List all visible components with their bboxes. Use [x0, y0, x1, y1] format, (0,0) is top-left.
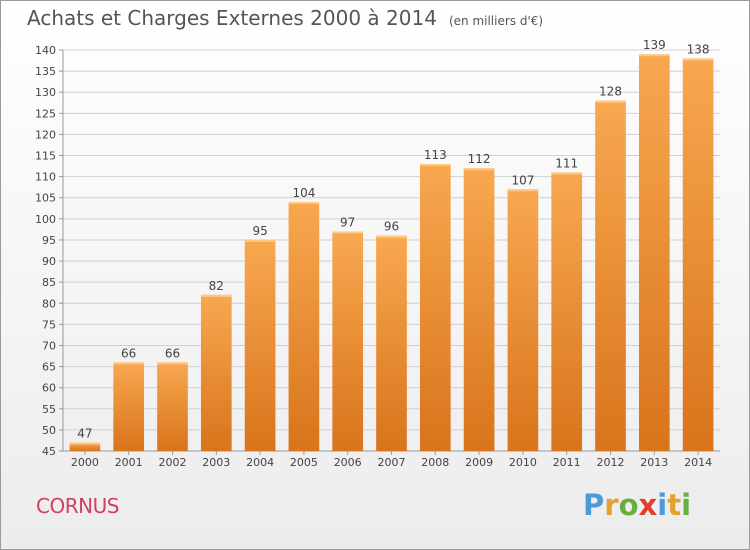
- data-label-2005: 104: [292, 186, 315, 200]
- data-labels: 47 66 66 82 95 104 97 96 113 112 107 111 128 139 138: [77, 38, 709, 440]
- x-tick-label-2009: 2009: [465, 456, 493, 469]
- bar-2004: [244, 239, 276, 451]
- y-tick-label: 135: [35, 65, 56, 78]
- bar-highlight: [113, 362, 145, 365]
- y-tick-label: 50: [42, 424, 56, 437]
- y-tick-label: 90: [42, 255, 56, 268]
- proxiti-logo: Proxiti: [583, 488, 692, 522]
- bars: [69, 54, 714, 452]
- y-tick-labels: 45 50 55 60 65 70 75 80 85 90 95 100 105 110 115 120 125…: [35, 44, 56, 458]
- y-tick-label: 120: [35, 128, 56, 141]
- x-tick-label-2012: 2012: [597, 456, 625, 469]
- chart-title: Achats et Charges Externes 2000 à 2014: [27, 6, 437, 30]
- bar-2007: [376, 235, 407, 451]
- bar-highlight: [463, 168, 495, 171]
- bar-2000: [69, 442, 101, 451]
- bar-highlight: [595, 100, 626, 103]
- data-label-2006: 97: [340, 216, 355, 230]
- data-label-2014: 138: [687, 42, 710, 56]
- commune-name: CORNUS: [36, 494, 119, 518]
- data-label-2010: 107: [511, 173, 534, 187]
- data-label-2002: 66: [165, 346, 180, 360]
- bar-highlight: [682, 58, 714, 61]
- x-tick-label-2001: 2001: [115, 456, 143, 469]
- x-tick-label-2006: 2006: [334, 456, 362, 469]
- x-tick-label-2003: 2003: [202, 456, 230, 469]
- y-tick-label: 130: [35, 86, 56, 99]
- y-tick-label: 45: [42, 445, 56, 458]
- bar-highlight: [200, 294, 232, 297]
- x-tick-label-2008: 2008: [421, 456, 449, 469]
- data-label-2011: 111: [555, 156, 578, 170]
- data-label-2008: 113: [424, 148, 447, 162]
- bar-2012: [595, 100, 626, 451]
- bar-highlight: [507, 189, 539, 192]
- bar-2011: [551, 172, 583, 451]
- bar-highlight: [376, 235, 407, 238]
- x-tick-label-2014: 2014: [684, 456, 712, 469]
- bar-highlight: [332, 231, 364, 234]
- y-tick-label: 140: [35, 44, 56, 57]
- y-tick-label: 125: [35, 107, 56, 120]
- x-tick-label-2011: 2011: [553, 456, 581, 469]
- bar-2013: [638, 54, 670, 451]
- data-label-2007: 96: [384, 220, 399, 234]
- chart-subtitle: (en milliers d'€): [448, 14, 544, 28]
- bar-2005: [288, 201, 320, 451]
- bar-highlight: [244, 239, 276, 242]
- y-tick-label: 105: [35, 192, 56, 205]
- x-tick-label-2013: 2013: [640, 456, 668, 469]
- y-tick-label: 115: [35, 150, 56, 163]
- data-label-2013: 139: [643, 38, 666, 52]
- bar-highlight: [419, 163, 451, 166]
- y-tick-label: 75: [42, 318, 56, 331]
- y-tick-label: 85: [42, 276, 56, 289]
- y-tick-label: 60: [42, 382, 56, 395]
- y-tick-label: 95: [42, 234, 56, 247]
- data-label-2001: 66: [121, 346, 136, 360]
- y-tick-label: 70: [42, 339, 56, 352]
- y-tick-label: 65: [42, 361, 56, 374]
- y-tick-label: 80: [42, 297, 56, 310]
- bar-2009: [463, 168, 495, 452]
- y-tick-label: 55: [42, 403, 56, 416]
- data-label-2003: 82: [209, 279, 224, 293]
- bar-highlight: [551, 172, 583, 175]
- bar-2010: [507, 189, 539, 451]
- x-tick-label-2010: 2010: [509, 456, 537, 469]
- bar-2008: [419, 163, 451, 451]
- bar-highlight: [69, 442, 101, 445]
- data-label-2012: 128: [599, 85, 622, 99]
- x-tick-labels: 2000 2001 2002 2003 2004 2005 2006 2007 2008 2009…: [71, 456, 712, 469]
- x-tick-label-2004: 2004: [246, 456, 274, 469]
- bar-2002: [157, 362, 188, 451]
- bar-highlight: [157, 362, 188, 365]
- bar-highlight: [638, 54, 670, 57]
- bar-highlight: [288, 201, 320, 204]
- data-label-2009: 112: [468, 152, 491, 166]
- bar-2003: [200, 294, 232, 451]
- x-tick-label-2005: 2005: [290, 456, 318, 469]
- x-tick-label-2000: 2000: [71, 456, 99, 469]
- y-tick-label: 100: [35, 213, 56, 226]
- x-tick-label-2002: 2002: [159, 456, 187, 469]
- y-tick-label: 110: [35, 171, 56, 184]
- data-label-2004: 95: [252, 224, 267, 238]
- data-label-2000: 47: [77, 427, 92, 441]
- x-tick-label-2007: 2007: [378, 456, 406, 469]
- bar-2006: [332, 231, 364, 451]
- bar-2001: [113, 362, 145, 451]
- bar-2014: [682, 58, 714, 451]
- title-block: Achats et Charges Externes 2000 à 2014 (e…: [27, 6, 543, 30]
